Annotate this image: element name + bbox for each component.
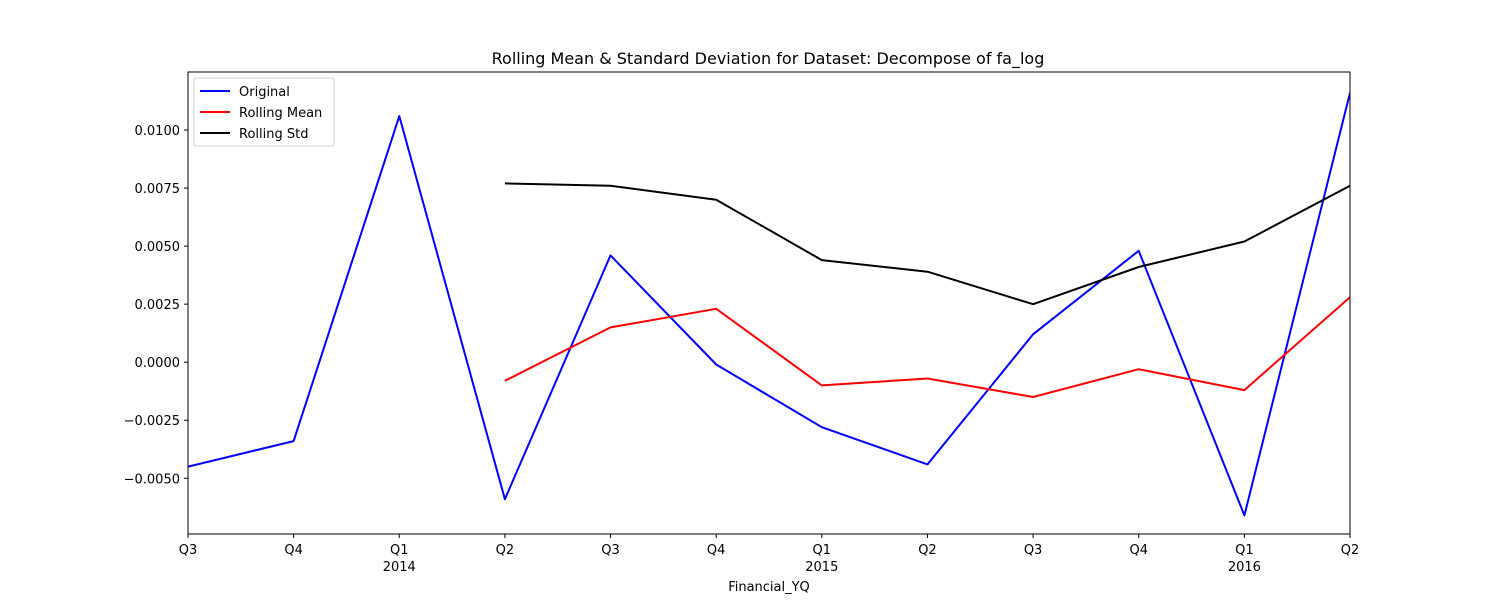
legend: Original Rolling Mean Rolling Std bbox=[193, 77, 335, 147]
x-tick-label: Q3 bbox=[601, 543, 620, 558]
x-tick-label: Q2 bbox=[496, 543, 515, 558]
x-tick-year-label: 2016 bbox=[1228, 560, 1261, 575]
x-tick-label: Q2 bbox=[918, 543, 937, 558]
x-tick-label: Q2 bbox=[1341, 543, 1360, 558]
y-tick-label: 0.0050 bbox=[135, 240, 181, 255]
x-tick-label: Q3 bbox=[179, 543, 198, 558]
x-tick-label: Q4 bbox=[284, 543, 303, 558]
x-tick-label: Q4 bbox=[707, 543, 726, 558]
series-line-original bbox=[188, 92, 1350, 517]
x-tick-year-label: 2015 bbox=[805, 560, 838, 575]
legend-label-rolling-std: Rolling Std bbox=[239, 127, 308, 142]
x-tick-label: Q1 bbox=[813, 543, 832, 558]
x-tick-year-label: 2014 bbox=[383, 560, 416, 575]
legend-label-rolling-mean: Rolling Mean bbox=[239, 106, 322, 121]
legend-frame bbox=[193, 77, 335, 147]
y-tick-label: −0.0025 bbox=[124, 414, 180, 429]
x-axis-title: Financial_YQ bbox=[728, 580, 810, 595]
series-line-rolling-std bbox=[504, 182, 1350, 306]
y-tick-label: 0.0000 bbox=[135, 356, 181, 371]
x-tick-label: Q4 bbox=[1129, 543, 1148, 558]
plot-frame bbox=[187, 71, 1351, 535]
x-tick-label: Q1 bbox=[390, 543, 409, 558]
y-tick-label: 0.0075 bbox=[135, 182, 181, 197]
legend-label-original: Original bbox=[239, 85, 290, 100]
x-axis: Q3 Q4 Q1 2014 Q2 Q3 Q4 Q1 2015 Q2 Q3 Q4 Q1 2016 Q2 bbox=[179, 534, 1360, 575]
y-tick-label: 0.0025 bbox=[135, 298, 181, 313]
series-line-rolling-mean bbox=[504, 296, 1350, 398]
x-tick-label: Q3 bbox=[1024, 543, 1043, 558]
series-layer bbox=[188, 92, 1350, 517]
y-tick-label: 0.0100 bbox=[135, 124, 181, 139]
y-tick-label: −0.0050 bbox=[124, 472, 180, 487]
x-tick-label: Q1 bbox=[1235, 543, 1254, 558]
y-axis: 0.0100 0.0075 0.0050 0.0025 0.0000 −0.0025 −0.… bbox=[124, 124, 188, 487]
chart-title: Rolling Mean & Standard Deviation for Da… bbox=[492, 49, 1045, 69]
